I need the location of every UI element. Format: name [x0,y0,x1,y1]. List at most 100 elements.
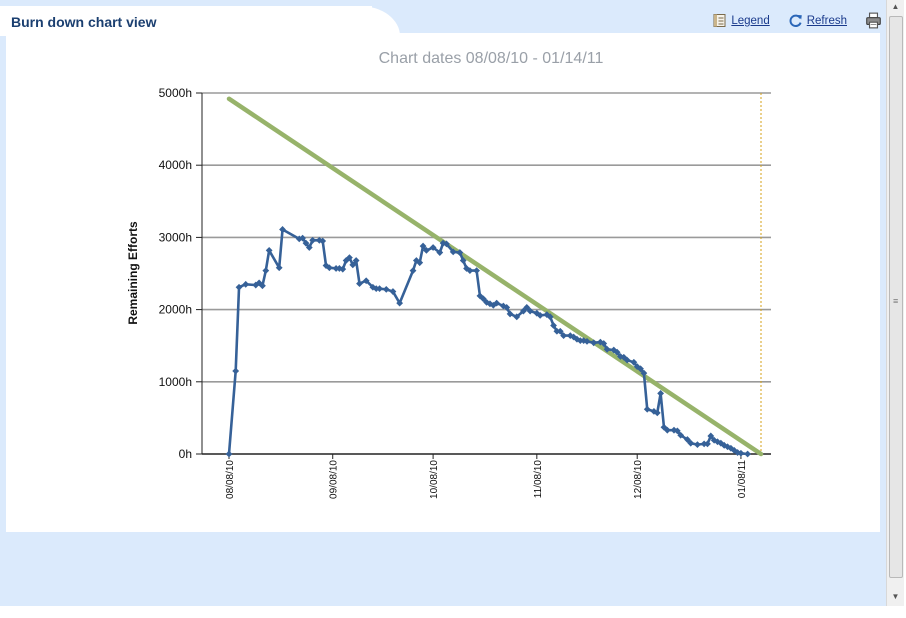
data-point [225,450,233,458]
data-point [603,345,611,353]
data-point [513,313,521,321]
y-tick-label: 1000h [159,375,192,389]
data-point [299,234,307,242]
data-point [657,389,665,397]
data-point [493,299,501,307]
data-point [707,432,715,440]
data-point [727,444,735,452]
data-point [396,299,404,307]
data-point [479,295,487,303]
data-point [643,405,651,413]
data-point [583,337,591,345]
page-title: Burn down chart view [11,14,157,30]
data-point [346,254,353,262]
x-tick-label: 12/08/10 [633,460,644,499]
data-point [506,310,514,318]
data-point [473,267,480,275]
data-point [459,257,467,264]
y-tick-label: 2000h [159,303,192,317]
data-point [235,283,243,291]
data-point [339,265,347,273]
data-point [362,277,370,285]
data-point [265,246,273,254]
x-tick-label: 08/08/10 [225,460,236,499]
data-point [630,358,638,366]
scroll-down-arrow[interactable]: ▼ [891,592,900,601]
printer-icon[interactable] [865,12,882,29]
data-point [262,267,270,275]
data-point [737,449,745,457]
data-point [419,242,427,250]
data-point [349,261,357,269]
refresh-icon [789,14,802,27]
data-point [356,280,363,288]
x-tick-label: 11/08/10 [533,460,544,499]
data-point [416,259,424,267]
data-point [449,248,457,256]
data-point [556,327,564,335]
data-point [744,450,752,458]
data-point [389,288,397,295]
chart-title: Chart dates 08/08/10 - 01/14/11 [379,50,604,67]
data-point [319,237,327,245]
scroll-up-arrow[interactable]: ▲ [891,2,900,11]
header-tab [0,6,372,36]
x-tick-label: 10/08/10 [429,460,440,499]
data-point [560,332,567,339]
y-tick-label: 5000h [159,86,192,100]
data-point [613,348,621,356]
data-point [436,249,444,256]
data-point [633,363,641,371]
data-point [382,285,390,293]
refresh-label: Refresh [806,14,847,27]
legend-label: Legend [731,14,770,27]
data-point [720,441,728,449]
actual-remaining-line [227,228,748,456]
data-point [232,367,240,375]
x-tick-label: 09/08/10 [329,460,340,499]
legend-icon [713,14,726,27]
scroll-thumb[interactable]: ≡ [889,16,903,578]
data-point [325,264,333,272]
data-point [259,282,266,290]
data-point [409,267,417,275]
data-point [683,436,691,443]
refresh-button[interactable]: Refresh [788,13,847,28]
legend-button[interactable]: Legend [712,13,770,28]
data-point [694,441,701,449]
data-point [640,369,648,377]
x-tick-label: 01/08/11 [737,460,748,499]
data-point [543,311,551,319]
ideal-burndown-line [226,96,764,457]
data-point [279,226,286,233]
data-point [302,239,310,247]
data-point [252,281,260,289]
data-point [376,285,383,293]
data-point [673,427,681,435]
data-point [550,322,557,329]
data-point [546,313,554,321]
data-point [687,439,695,447]
data-point [623,356,631,364]
data-point [637,365,644,373]
data-point [456,249,464,256]
data-point [523,304,531,311]
y-axis-label: Remaining Efforts [126,221,140,325]
y-tick-label: 0h [179,447,192,461]
data-point [663,426,671,434]
data-point [520,307,527,315]
data-point [526,307,534,315]
data-point [536,311,544,319]
data-point [653,409,661,417]
y-tick-label: 4000h [159,158,192,172]
vertical-scrollbar[interactable]: ▲ ≡ ▼ [886,0,904,606]
data-point [423,246,430,254]
data-point [503,304,511,311]
data-point [275,264,283,272]
data-point [439,239,447,247]
scroll-grip: ≡ [893,296,899,306]
data-point [677,431,685,439]
burndown-chart: Chart dates 08/08/10 - 01/14/11 Remainin… [126,50,771,499]
data-point [352,257,360,264]
data-point [309,236,317,244]
